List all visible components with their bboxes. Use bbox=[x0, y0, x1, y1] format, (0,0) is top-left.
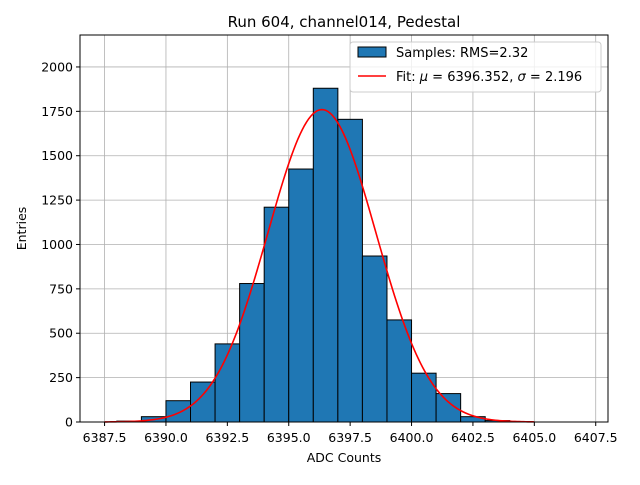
histogram-bar bbox=[165, 400, 192, 423]
histogram-bar bbox=[337, 118, 363, 423]
legend-histogram-swatch bbox=[357, 46, 387, 58]
histogram-bar bbox=[386, 319, 413, 423]
legend-fit-comma: , bbox=[509, 70, 517, 85]
x-tick-label: 6395.0 bbox=[267, 430, 311, 445]
y-tick-label: 250 bbox=[49, 370, 73, 385]
x-tick-label: 6387.5 bbox=[83, 430, 127, 445]
y-axis-title: Entries bbox=[14, 207, 29, 251]
histogram-bar bbox=[411, 372, 437, 423]
histogram-bar bbox=[288, 168, 314, 423]
x-axis-ticks: 6387.5 6390.0 6392.5 6395.0 6397.5 6400.0 6402… bbox=[83, 422, 618, 445]
y-tick-label: 1000 bbox=[41, 237, 73, 252]
legend-fit-equals-1: = bbox=[428, 70, 447, 85]
y-axis-ticks: 0 250 500 750 1000 1250 1500 1750 2000 bbox=[41, 59, 80, 430]
x-axis-title: ADC Counts bbox=[307, 450, 382, 465]
plot-frame bbox=[79, 34, 609, 423]
y-tick-label: 0 bbox=[65, 415, 73, 430]
y-tick-label: 500 bbox=[49, 326, 73, 341]
legend-fit-equals-2: = bbox=[526, 70, 545, 85]
x-tick-label: 6407.5 bbox=[574, 430, 618, 445]
histogram-bar bbox=[190, 381, 216, 423]
legend-fit-label: Fit: μ = 6396.352, σ = 2.196 bbox=[396, 70, 582, 85]
legend-fit-mu-value: 6396.352 bbox=[447, 70, 509, 85]
y-tick-label: 2000 bbox=[41, 59, 73, 74]
x-tick-label: 6392.5 bbox=[205, 430, 249, 445]
histogram-bar bbox=[263, 206, 290, 423]
legend-box bbox=[349, 41, 602, 93]
y-tick-label: 1250 bbox=[41, 193, 73, 208]
legend: Samples: RMS=2.32 Fit: μ = 6396.352, σ =… bbox=[349, 41, 602, 93]
histogram-bar bbox=[361, 255, 388, 423]
x-tick-label: 6397.5 bbox=[328, 430, 372, 445]
x-tick-label: 6402.5 bbox=[451, 430, 495, 445]
legend-histogram-label: Samples: RMS=2.32 bbox=[396, 46, 528, 61]
legend-fit-mu-symbol: μ bbox=[419, 70, 428, 85]
fit-curve bbox=[104, 108, 535, 423]
x-tick-label: 6405.0 bbox=[512, 430, 556, 445]
x-tick-label: 6400.0 bbox=[390, 430, 434, 445]
histogram-bar bbox=[239, 283, 265, 423]
y-tick-label: 1500 bbox=[41, 148, 73, 163]
x-tick-label: 6390.0 bbox=[144, 430, 188, 445]
y-tick-label: 1750 bbox=[41, 104, 73, 119]
legend-fit-sigma-value: 2.196 bbox=[545, 70, 582, 85]
histogram-bars bbox=[116, 87, 511, 423]
histogram-bar bbox=[312, 87, 339, 423]
legend-fit-sigma-symbol: σ bbox=[518, 70, 527, 85]
chart-title: Run 604, channel014, Pedestal bbox=[228, 13, 461, 31]
y-tick-label: 750 bbox=[49, 281, 73, 296]
legend-fit-prefix: Fit: bbox=[396, 70, 420, 85]
